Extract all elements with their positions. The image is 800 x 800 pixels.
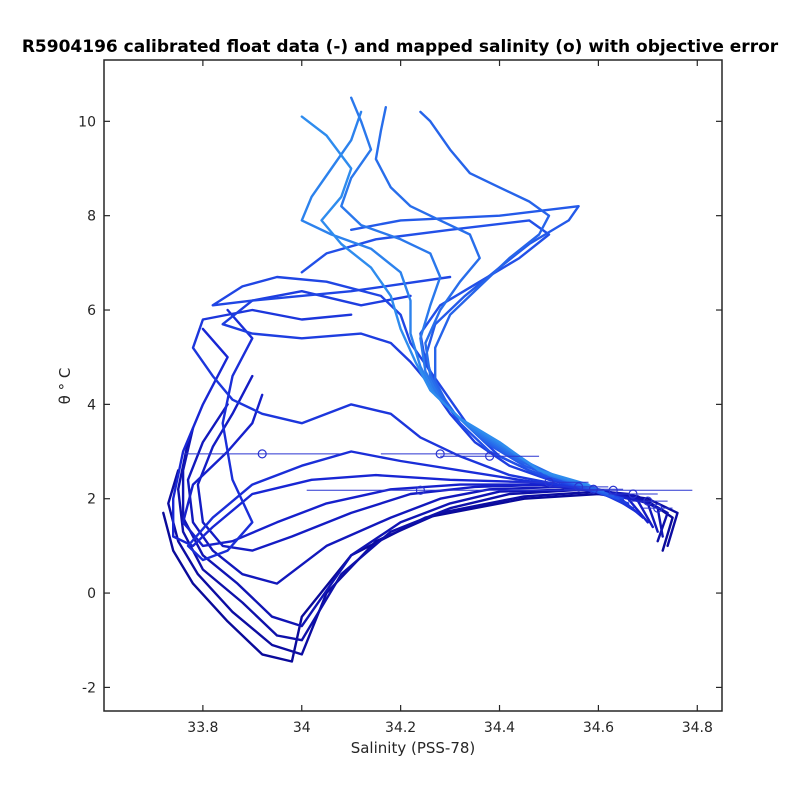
y-tick-label: 6: [87, 303, 96, 319]
y-axis-label: θ ° C: [56, 368, 74, 405]
profile-line-17: [340, 96, 600, 491]
mapped-point-4: [415, 485, 426, 495]
mapped-point-9: [628, 489, 638, 499]
profile-line-16: [374, 106, 605, 493]
mapped-point-3: [485, 451, 495, 461]
mapped-point-10: [643, 496, 653, 506]
x-axis-label: Salinity (PSS-78): [351, 739, 476, 757]
mapped-point-1: [257, 449, 267, 459]
x-axis: 33.8 34 34.2 34.4 34.6 34.8: [187, 60, 713, 736]
profile-line-10: [191, 308, 635, 510]
y-tick-label: 10: [78, 114, 96, 130]
y-tick-label: -2: [82, 680, 96, 696]
y-axis: -2 0 2 4 6 8 10: [78, 114, 722, 696]
mapped-point-2: [435, 449, 445, 459]
y-tick-label: 4: [87, 397, 96, 413]
profile-line-19: [300, 115, 590, 486]
x-tick-label: 34.6: [583, 720, 614, 736]
profile-line-9: [186, 308, 640, 562]
plot-area: [104, 60, 722, 711]
profile-line-14: [350, 205, 615, 498]
x-tick-label: 34.4: [484, 720, 515, 736]
profile-line-15: [419, 110, 610, 496]
profile-line-18: [300, 110, 595, 489]
x-tick-label: 34.8: [682, 720, 713, 736]
series-layer: [162, 96, 679, 663]
y-tick-label: 8: [87, 209, 96, 225]
profile-line-13: [300, 219, 620, 500]
mapped-point-5: [544, 477, 554, 487]
chart-title: R5904196 calibrated float data (-) and m…: [22, 37, 779, 57]
y-tick-label: 0: [87, 586, 96, 602]
mapped-point-7: [588, 484, 599, 494]
x-tick-label: 34: [293, 720, 311, 736]
mapped-point-11: [653, 503, 663, 513]
profile-line-11: [221, 290, 630, 505]
mapped-point-6: [574, 482, 584, 492]
x-tick-label: 34.2: [385, 720, 416, 736]
plot-frame: [103, 59, 723, 712]
mapped-layer: [183, 449, 693, 513]
y-tick-label: 2: [87, 492, 96, 508]
x-tick-label: 33.8: [187, 720, 218, 736]
